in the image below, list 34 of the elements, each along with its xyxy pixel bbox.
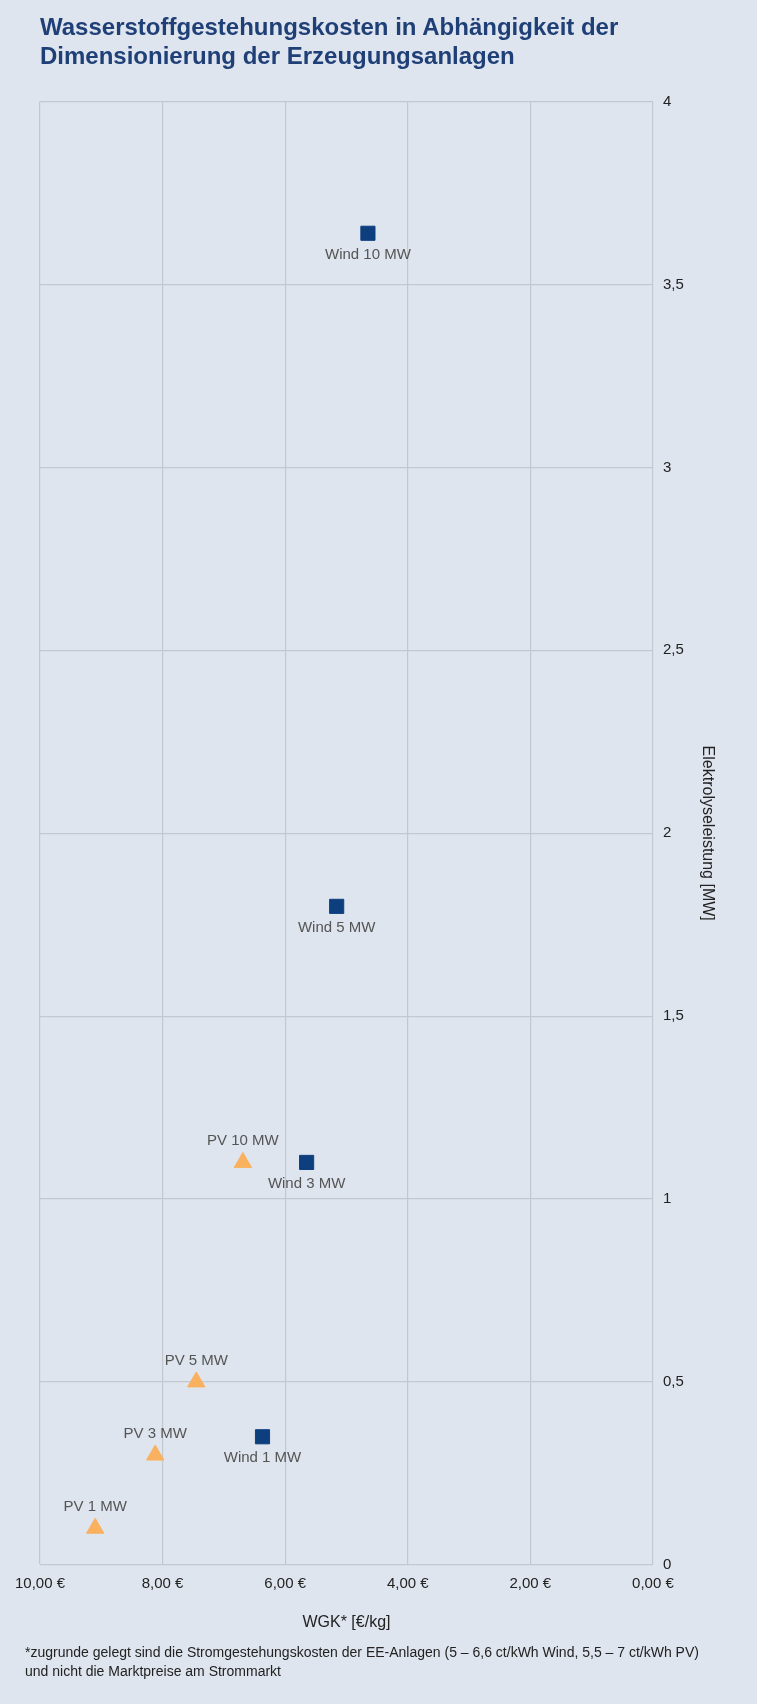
x-axis-title: WGK* [€/kg] xyxy=(302,1612,391,1630)
y-tick-label: 0 xyxy=(662,1554,672,1572)
annotation: Wind 5 MW xyxy=(297,918,377,935)
y-tick-label: 1,5 xyxy=(662,1006,684,1024)
x-tick-label: 2,00 € xyxy=(509,1573,552,1591)
point xyxy=(86,1517,105,1534)
point xyxy=(187,1371,206,1388)
point xyxy=(233,1151,253,1168)
x-tick-label: 10,00 € xyxy=(14,1573,66,1591)
x-tick-label: 0,00 € xyxy=(632,1573,675,1591)
y-tick-label: 2 xyxy=(662,823,672,841)
annotation: PV 5 MW xyxy=(164,1350,229,1368)
y-tick-label: 1 xyxy=(662,1189,672,1207)
y-tick-label: 4 xyxy=(662,91,672,109)
y-tick-label: 0,5 xyxy=(662,1372,684,1390)
annotation: Wind 1 MW xyxy=(223,1448,303,1466)
point xyxy=(299,1154,315,1170)
point xyxy=(360,225,376,241)
text: *zugrunde gelegt sind die Stromgestehungskosten der EE-Anlagen (5 – 6,6 ct/kWh Wind, 5,5 – 7 ct/kWh PV) und nicht die Marktpreise am Strommarkt xyxy=(25,1643,699,1679)
point xyxy=(329,898,345,914)
point xyxy=(146,1444,165,1461)
annotation: PV 10 MW xyxy=(207,1131,280,1149)
y-tick-label: 3,5 xyxy=(662,274,684,292)
annotation: PV 1 MW xyxy=(63,1496,128,1514)
annotation: Wind 3 MW xyxy=(267,1174,347,1192)
annotation: Wind 10 MW xyxy=(325,244,412,262)
y-tick-label: 3 xyxy=(662,457,672,475)
chart-title: Wasserstoffgestehungskosten in Abhängigkeit der Dimensionierung der Erzeugungsanlagen xyxy=(40,13,619,69)
x-tick-label: 6,00 € xyxy=(264,1573,307,1591)
x-tick-label: 4,00 € xyxy=(386,1573,430,1591)
y-tick-label: 2,5 xyxy=(662,640,684,658)
annotation: PV 3 MW xyxy=(123,1423,188,1441)
x-tick-label: 8,00 € xyxy=(141,1573,185,1591)
y-axis-title: Elektrolyseleistung [MW] xyxy=(699,745,717,921)
